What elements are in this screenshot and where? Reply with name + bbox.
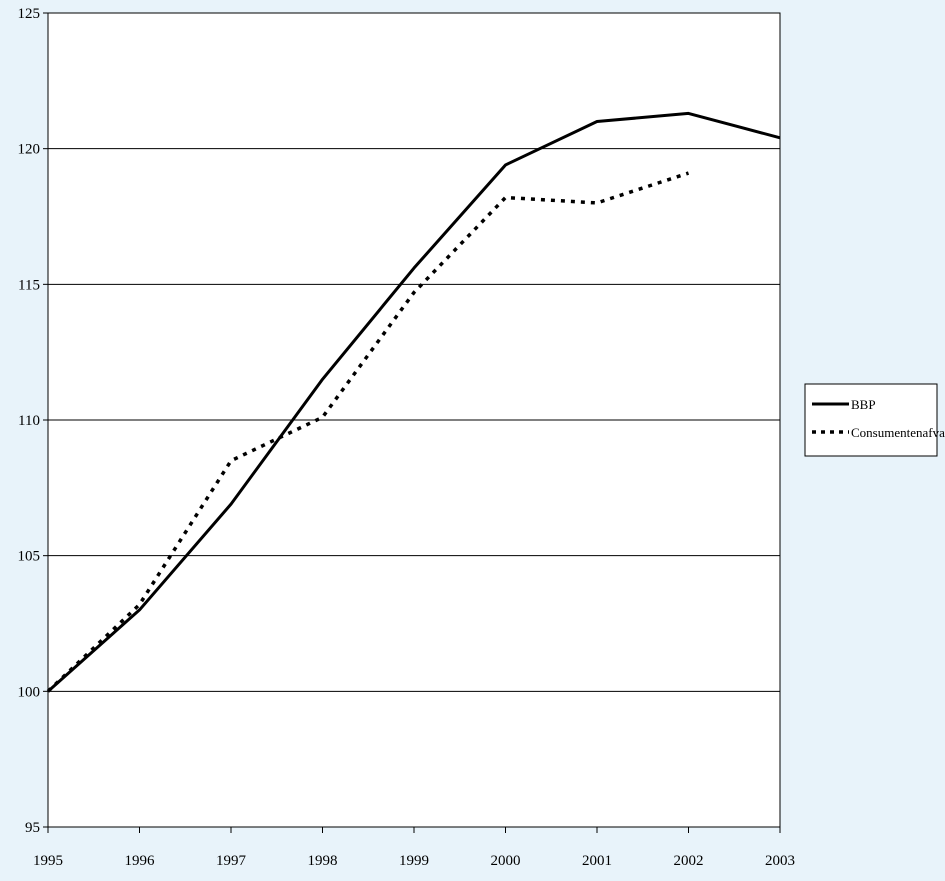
y-tick-label: 125: [18, 6, 41, 22]
y-tick-label: 105: [18, 549, 41, 565]
legend-label: BBP: [851, 397, 876, 412]
series-lines: [46, 111, 781, 693]
x-tick-label: 1996: [125, 853, 156, 869]
axes: 95 100 105 110 115 120 125 1995 1996 1997 1998 1999…: [18, 6, 796, 869]
series-line-consumentenafval: [46, 171, 690, 693]
series-line-bbp: [47, 111, 781, 693]
x-tick-label: 2002: [674, 853, 704, 869]
y-tick-label: 115: [18, 277, 40, 293]
x-tick-label: 1998: [308, 853, 338, 869]
legend-box: [804, 383, 938, 457]
x-tick-label: 2003: [765, 853, 795, 869]
y-tick-label: 120: [18, 142, 41, 158]
y-tick-label: 95: [25, 820, 40, 836]
y-tick-label: 110: [18, 413, 40, 429]
legend-label: Consumentenafval: [851, 425, 945, 440]
x-tick-label: 1997: [216, 853, 247, 869]
x-tick-label: 1999: [399, 853, 429, 869]
x-tick-label: 2000: [491, 853, 521, 869]
x-tick-label: 2001: [582, 853, 612, 869]
x-tick-label: 1995: [33, 853, 63, 869]
legend: BBP Consumentenafval: [804, 383, 945, 457]
y-tick-label: 100: [18, 684, 41, 700]
